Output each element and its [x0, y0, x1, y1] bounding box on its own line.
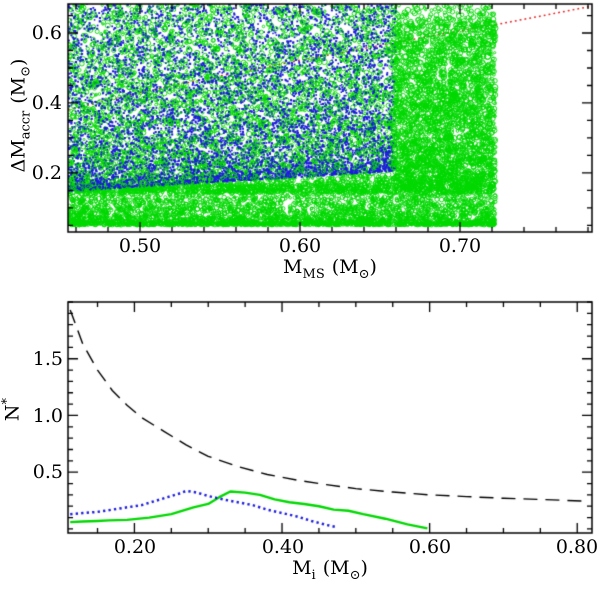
bottom-x-axis-label: Mi (M⊙) [240, 557, 420, 582]
xlabel-unit-sub: ⊙ [349, 567, 361, 583]
top-x-tick-label: 0.60 [278, 235, 322, 257]
bottom-y-tick-label: 1.0 [32, 405, 63, 427]
top-y-tick-label: 0.6 [31, 22, 62, 44]
top-x-axis-label: MMS (M⊙) [240, 256, 420, 281]
xlabel-unit-sub: ⊙ [358, 266, 370, 282]
bottom-x-tick-label: 0.20 [113, 536, 157, 558]
ylabel-unit: (M [7, 76, 30, 104]
ylabel-unit-close: ) [7, 58, 30, 66]
ylabel-main: N [1, 404, 24, 422]
bottom-x-tick-label: 0.80 [555, 536, 599, 558]
ylabel-main: ΔM [7, 139, 30, 173]
top-y-axis-label: ΔMaccr (M⊙) [7, 16, 34, 216]
xlabel-unit: (M [322, 557, 350, 579]
top-y-tick-label: 0.2 [31, 162, 62, 184]
ylabel-sub: accr [18, 110, 34, 140]
ylabel-sup: * [0, 397, 16, 405]
xlabel-main: M [283, 256, 303, 278]
top-y-tick-label: 0.4 [31, 92, 62, 114]
xlabel-unit-close: ) [360, 557, 368, 579]
bottom-y-axis-label: N* [0, 370, 24, 450]
top-x-tick-label: 0.70 [438, 235, 482, 257]
bottom-y-tick-label: 0.5 [32, 461, 63, 483]
ylabel-unit-sub: ⊙ [18, 65, 34, 77]
xlabel-unit-close: ) [369, 256, 377, 278]
bottom-x-tick-label: 0.40 [261, 536, 305, 558]
bottom-x-tick-label: 0.60 [408, 536, 452, 558]
top-x-tick-label: 0.50 [118, 235, 162, 257]
xlabel-main: M [292, 557, 312, 579]
xlabel-sub: MS [302, 266, 325, 282]
xlabel-sub: i [311, 567, 316, 583]
bottom-y-tick-label: 1.5 [32, 348, 63, 370]
xlabel-unit: (M [331, 256, 359, 278]
